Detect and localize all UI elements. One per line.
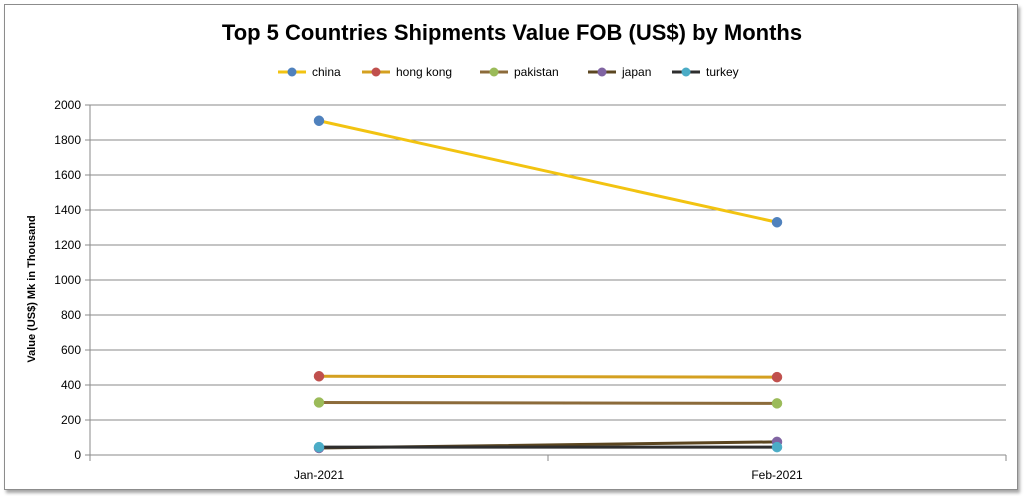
y-tick-label: 400 bbox=[61, 378, 81, 392]
series-line bbox=[317, 374, 779, 379]
data-point bbox=[313, 441, 325, 453]
legend-swatch-marker bbox=[681, 67, 691, 77]
y-tick-label: 1200 bbox=[54, 238, 81, 252]
series-line bbox=[317, 119, 779, 224]
legend-label: pakistan bbox=[514, 65, 559, 79]
legend-label: china bbox=[312, 65, 341, 79]
data-point bbox=[313, 115, 325, 126]
y-tick-label: 600 bbox=[61, 343, 81, 357]
legend-swatch-marker bbox=[287, 67, 297, 77]
data-point bbox=[313, 397, 325, 408]
legend-label: japan bbox=[621, 65, 651, 79]
data-point bbox=[771, 217, 783, 228]
legend-label: hong kong bbox=[396, 65, 452, 79]
y-tick-label: 1400 bbox=[54, 203, 81, 217]
series-line bbox=[317, 401, 779, 405]
x-tick-label: Jan-2021 bbox=[294, 468, 344, 482]
chart-title: Top 5 Countries Shipments Value FOB (US$… bbox=[222, 20, 802, 45]
y-tick-label: 1800 bbox=[54, 133, 81, 147]
y-tick-label: 0 bbox=[74, 448, 81, 462]
y-tick-label: 1000 bbox=[54, 273, 81, 287]
gridlines bbox=[90, 104, 1006, 421]
y-tick-label: 200 bbox=[61, 413, 81, 427]
legend-swatch-marker bbox=[371, 67, 381, 77]
series-group bbox=[313, 115, 783, 454]
legend-swatch-marker bbox=[489, 67, 499, 77]
y-tick-label: 800 bbox=[61, 308, 81, 322]
chart-frame bbox=[4, 4, 1018, 490]
legend-label: turkey bbox=[706, 65, 739, 79]
data-point bbox=[771, 441, 783, 453]
legend-swatch-marker bbox=[597, 67, 607, 77]
y-tick-label: 2000 bbox=[54, 98, 81, 112]
data-point bbox=[771, 371, 783, 383]
data-point bbox=[313, 371, 325, 382]
legend: china hong kong pakistan japan turkey bbox=[278, 65, 739, 79]
y-tick-label: 1600 bbox=[54, 168, 81, 182]
y-axis-label: Value (US$) Mk in Thousand bbox=[26, 215, 38, 362]
axes: 0 200 400 600 800 1000 1200 1400 1600 1800 2000 Jan… bbox=[54, 98, 1007, 482]
x-tick-label: Feb-2021 bbox=[751, 468, 803, 482]
data-point bbox=[771, 398, 783, 409]
